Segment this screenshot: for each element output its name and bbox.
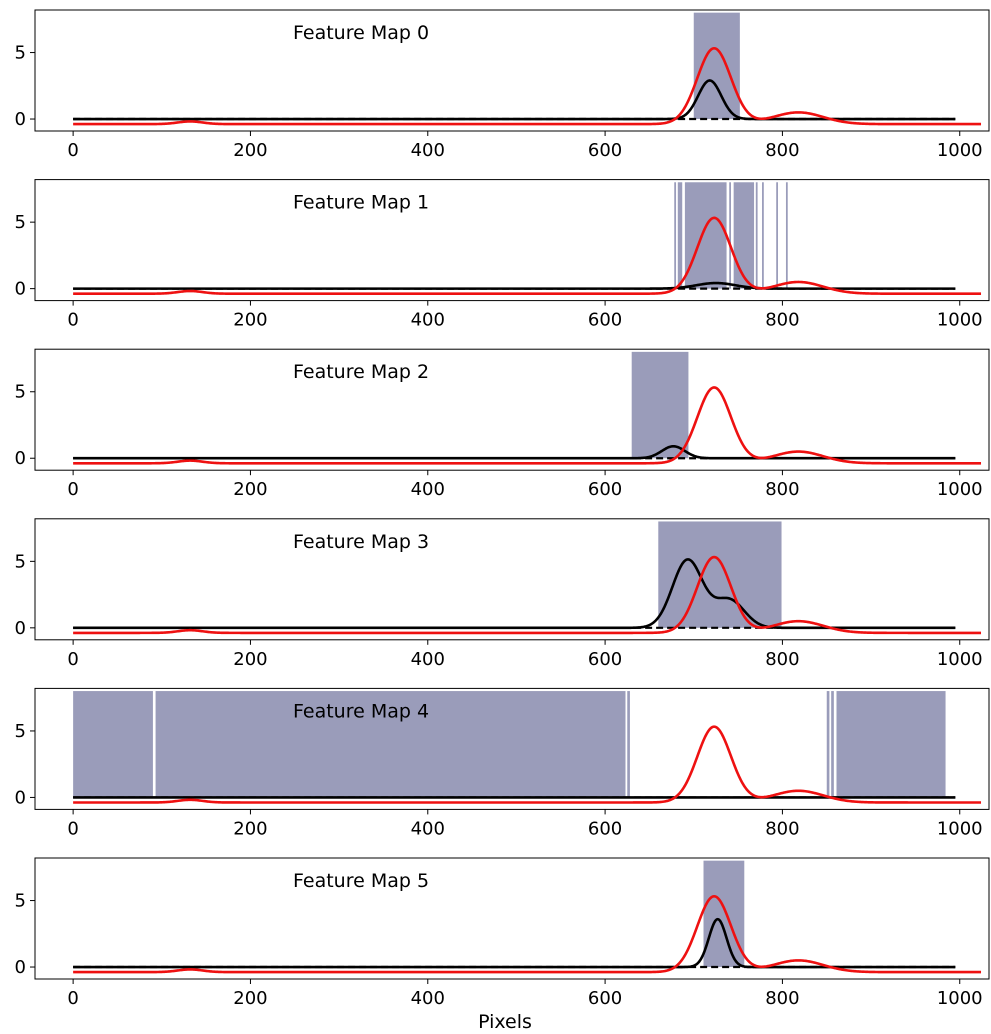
x-tick-label: 400	[411, 818, 445, 839]
panel-4: 0 200 400 600 800 1000 0 5 Feature Map 4	[15, 687, 990, 839]
x-tick-label: 0	[67, 818, 78, 839]
mask-region	[826, 691, 830, 798]
x-tick-label: 800	[765, 140, 799, 161]
x-tick-label: 0	[67, 988, 78, 1009]
x-tick-label: 600	[588, 988, 622, 1009]
mask-region	[674, 182, 677, 289]
mask-region	[776, 182, 778, 289]
x-tick-label: 400	[411, 649, 445, 670]
x-tick-label: 800	[765, 310, 799, 331]
x-tick-label: 0	[67, 140, 78, 161]
axes-frame	[34, 857, 990, 980]
activation-line	[73, 558, 956, 630]
axes-frame	[34, 348, 990, 471]
mask-region	[831, 691, 834, 798]
y-tick-label: 5	[15, 212, 26, 233]
reference-line	[73, 216, 982, 295]
x-tick-label: 1000	[937, 310, 983, 331]
mask-region	[684, 182, 727, 289]
activation-line	[73, 444, 956, 460]
mask-region	[658, 521, 782, 628]
x-tick-label: 400	[411, 988, 445, 1009]
activation-line	[73, 917, 956, 969]
x-tick-label: 600	[588, 818, 622, 839]
x-tick-label: 0	[67, 310, 78, 331]
y-tick-label: 0	[15, 109, 26, 130]
axes-frame	[34, 518, 990, 641]
panel-0: 0 200 400 600 800 1000 0 5 Feature Map 0	[15, 9, 990, 161]
mask-region	[762, 182, 764, 289]
x-tick-label: 1000	[937, 479, 983, 500]
mask-region	[755, 182, 758, 289]
x-tick-label: 200	[233, 310, 267, 331]
panel-title: Feature Map 4	[293, 700, 429, 722]
x-tick-label: 600	[588, 479, 622, 500]
panels-group: 0 200 400 600 800 1000 0 5 Feature Map 0 0 200 400 6…	[15, 9, 990, 1009]
y-tick-label: 0	[15, 279, 26, 300]
axes-frame	[34, 179, 990, 302]
mask-region	[155, 691, 626, 798]
reference-line	[73, 46, 982, 126]
y-tick-label: 0	[15, 618, 26, 639]
activation-line	[73, 281, 956, 290]
x-tick-label: 400	[411, 140, 445, 161]
x-tick-label: 200	[233, 140, 267, 161]
mask-region	[785, 182, 788, 289]
x-tick-label: 0	[67, 649, 78, 670]
x-tick-label: 1000	[937, 649, 983, 670]
x-tick-label: 800	[765, 818, 799, 839]
panel-title: Feature Map 1	[293, 192, 429, 214]
x-tick-label: 400	[411, 479, 445, 500]
panel-title: Feature Map 3	[293, 531, 429, 553]
x-tick-label: 800	[765, 649, 799, 670]
x-tick-label: 200	[233, 479, 267, 500]
x-tick-label: 1000	[937, 140, 983, 161]
y-tick-label: 5	[15, 891, 26, 912]
mask-region	[733, 182, 755, 289]
panel-title: Feature Map 2	[293, 361, 429, 383]
mask-region	[73, 691, 153, 798]
reference-line	[73, 386, 982, 465]
x-axis-label: Pixels	[478, 1011, 532, 1033]
x-tick-label: 400	[411, 310, 445, 331]
panel-2: 0 200 400 600 800 1000 0 5 Feature Map 2	[15, 348, 990, 500]
y-tick-label: 5	[15, 43, 26, 64]
x-tick-label: 0	[67, 479, 78, 500]
x-tick-label: 1000	[937, 818, 983, 839]
x-tick-label: 600	[588, 140, 622, 161]
mask-region	[631, 351, 689, 459]
axes-frame	[34, 687, 990, 810]
mask-region	[677, 182, 683, 289]
axes-frame	[34, 9, 990, 132]
x-tick-label: 600	[588, 310, 622, 331]
x-tick-label: 200	[233, 818, 267, 839]
x-tick-label: 600	[588, 649, 622, 670]
mask-region	[729, 182, 731, 289]
x-tick-label: 800	[765, 988, 799, 1009]
activation-line	[73, 79, 956, 121]
y-tick-label: 0	[15, 957, 26, 978]
panel-title: Feature Map 5	[293, 870, 429, 892]
reference-line	[73, 555, 982, 635]
reference-line	[73, 725, 982, 804]
panel-1: 0 200 400 600 800 1000 0 5 Feature Map 1	[15, 179, 990, 331]
panel-5: 0 200 400 600 800 1000 0 5 Feature Map 5	[15, 857, 990, 1009]
mask-region	[836, 691, 946, 798]
mask-region	[627, 691, 630, 798]
mask-region	[703, 860, 745, 968]
x-tick-label: 1000	[937, 988, 983, 1009]
y-tick-label: 5	[15, 721, 26, 742]
x-tick-label: 200	[233, 988, 267, 1009]
panel-title: Feature Map 0	[293, 22, 429, 44]
x-tick-label: 200	[233, 649, 267, 670]
y-tick-label: 5	[15, 382, 26, 403]
reference-line	[73, 894, 982, 974]
x-tick-label: 800	[765, 479, 799, 500]
y-tick-label: 0	[15, 448, 26, 469]
y-tick-label: 5	[15, 551, 26, 572]
y-tick-label: 0	[15, 787, 26, 808]
panel-3: 0 200 400 600 800 1000 0 5 Feature Map 3	[15, 518, 990, 670]
